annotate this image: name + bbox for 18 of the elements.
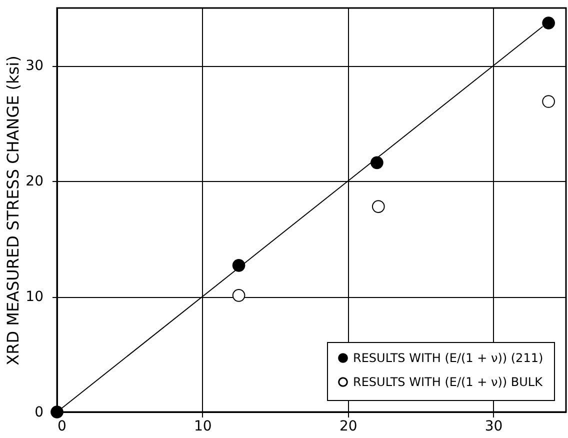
point xyxy=(372,200,385,213)
x-tick-label: 30 xyxy=(484,418,503,434)
point xyxy=(370,156,384,170)
point xyxy=(232,259,246,272)
y-tick-label: 0 xyxy=(34,404,44,420)
legend-label: RESULTS WITH (E/(1 + ν)) BULK xyxy=(353,375,544,389)
x-tick-label: 0 xyxy=(58,418,66,434)
point xyxy=(542,95,555,108)
y-axis-title: XRD MEASURED STRESS CHANGE (ksi) xyxy=(4,56,23,366)
x-tick-label: 10 xyxy=(194,418,212,434)
x-tick-label: 20 xyxy=(339,418,358,434)
legend-label: RESULTS WITH (E/(1 + ν)) (211) xyxy=(353,351,544,365)
point xyxy=(50,406,64,418)
y-tick-label: 10 xyxy=(26,289,44,306)
y-tick-label: 20 xyxy=(26,174,44,190)
y-tick-label: 30 xyxy=(26,58,44,74)
point xyxy=(542,16,555,30)
point xyxy=(232,289,246,302)
